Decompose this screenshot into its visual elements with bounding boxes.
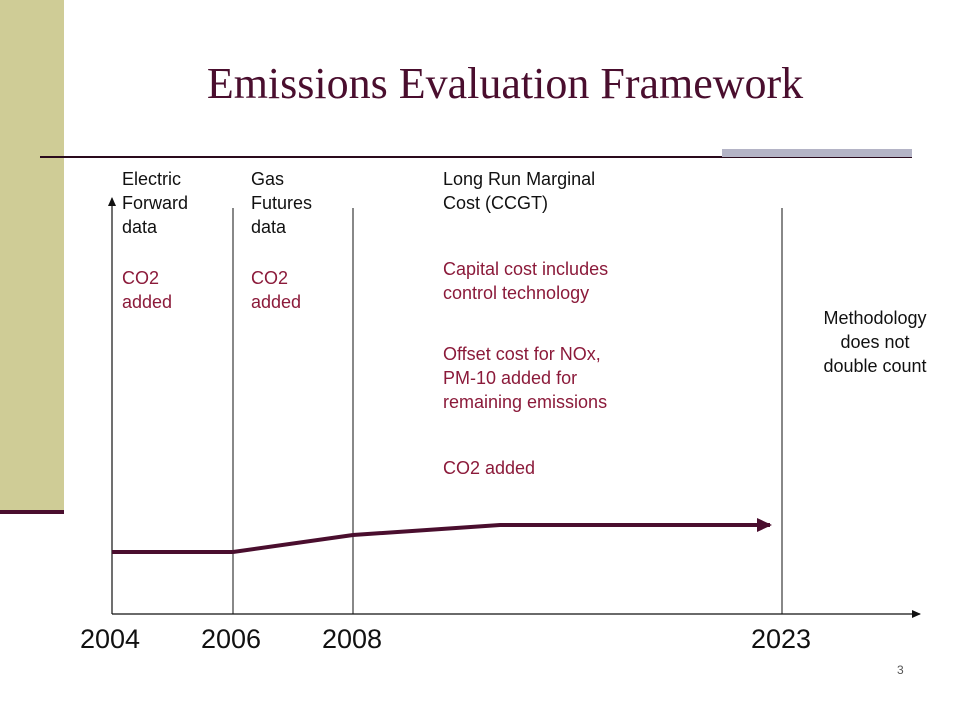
electric-co2-note: CO2 added [122,268,173,312]
year-label-2008: 2008 [322,624,383,654]
year-label-2023: 2023 [751,624,812,654]
title-underline [40,156,912,158]
gas-co2-note: CO2 added [251,268,302,312]
electric-forward-label: Electric Forward data [122,169,189,237]
page-number: 3 [897,663,904,677]
gas-futures-label: Gas Futures data [251,169,313,237]
year-label-2006: 2006 [201,624,262,654]
capital-cost-note: Capital cost includes control technology [443,259,609,303]
cost-trend-line [112,518,772,554]
slide-title: Emissions Evaluation Framework [206,59,804,108]
methodology-note: Methodology does not double count [823,308,927,376]
title-accent-bar [722,149,912,157]
offset-cost-note: Offset cost for NOx, PM-10 added for rem… [443,344,608,412]
sidebar-divider [0,510,64,514]
lrmc-co2-note: CO2 added [443,458,536,478]
year-label-2004: 2004 [80,624,141,654]
lrmc-label: Long Run Marginal Cost (CCGT) [443,169,596,213]
sidebar-panel [0,0,64,512]
